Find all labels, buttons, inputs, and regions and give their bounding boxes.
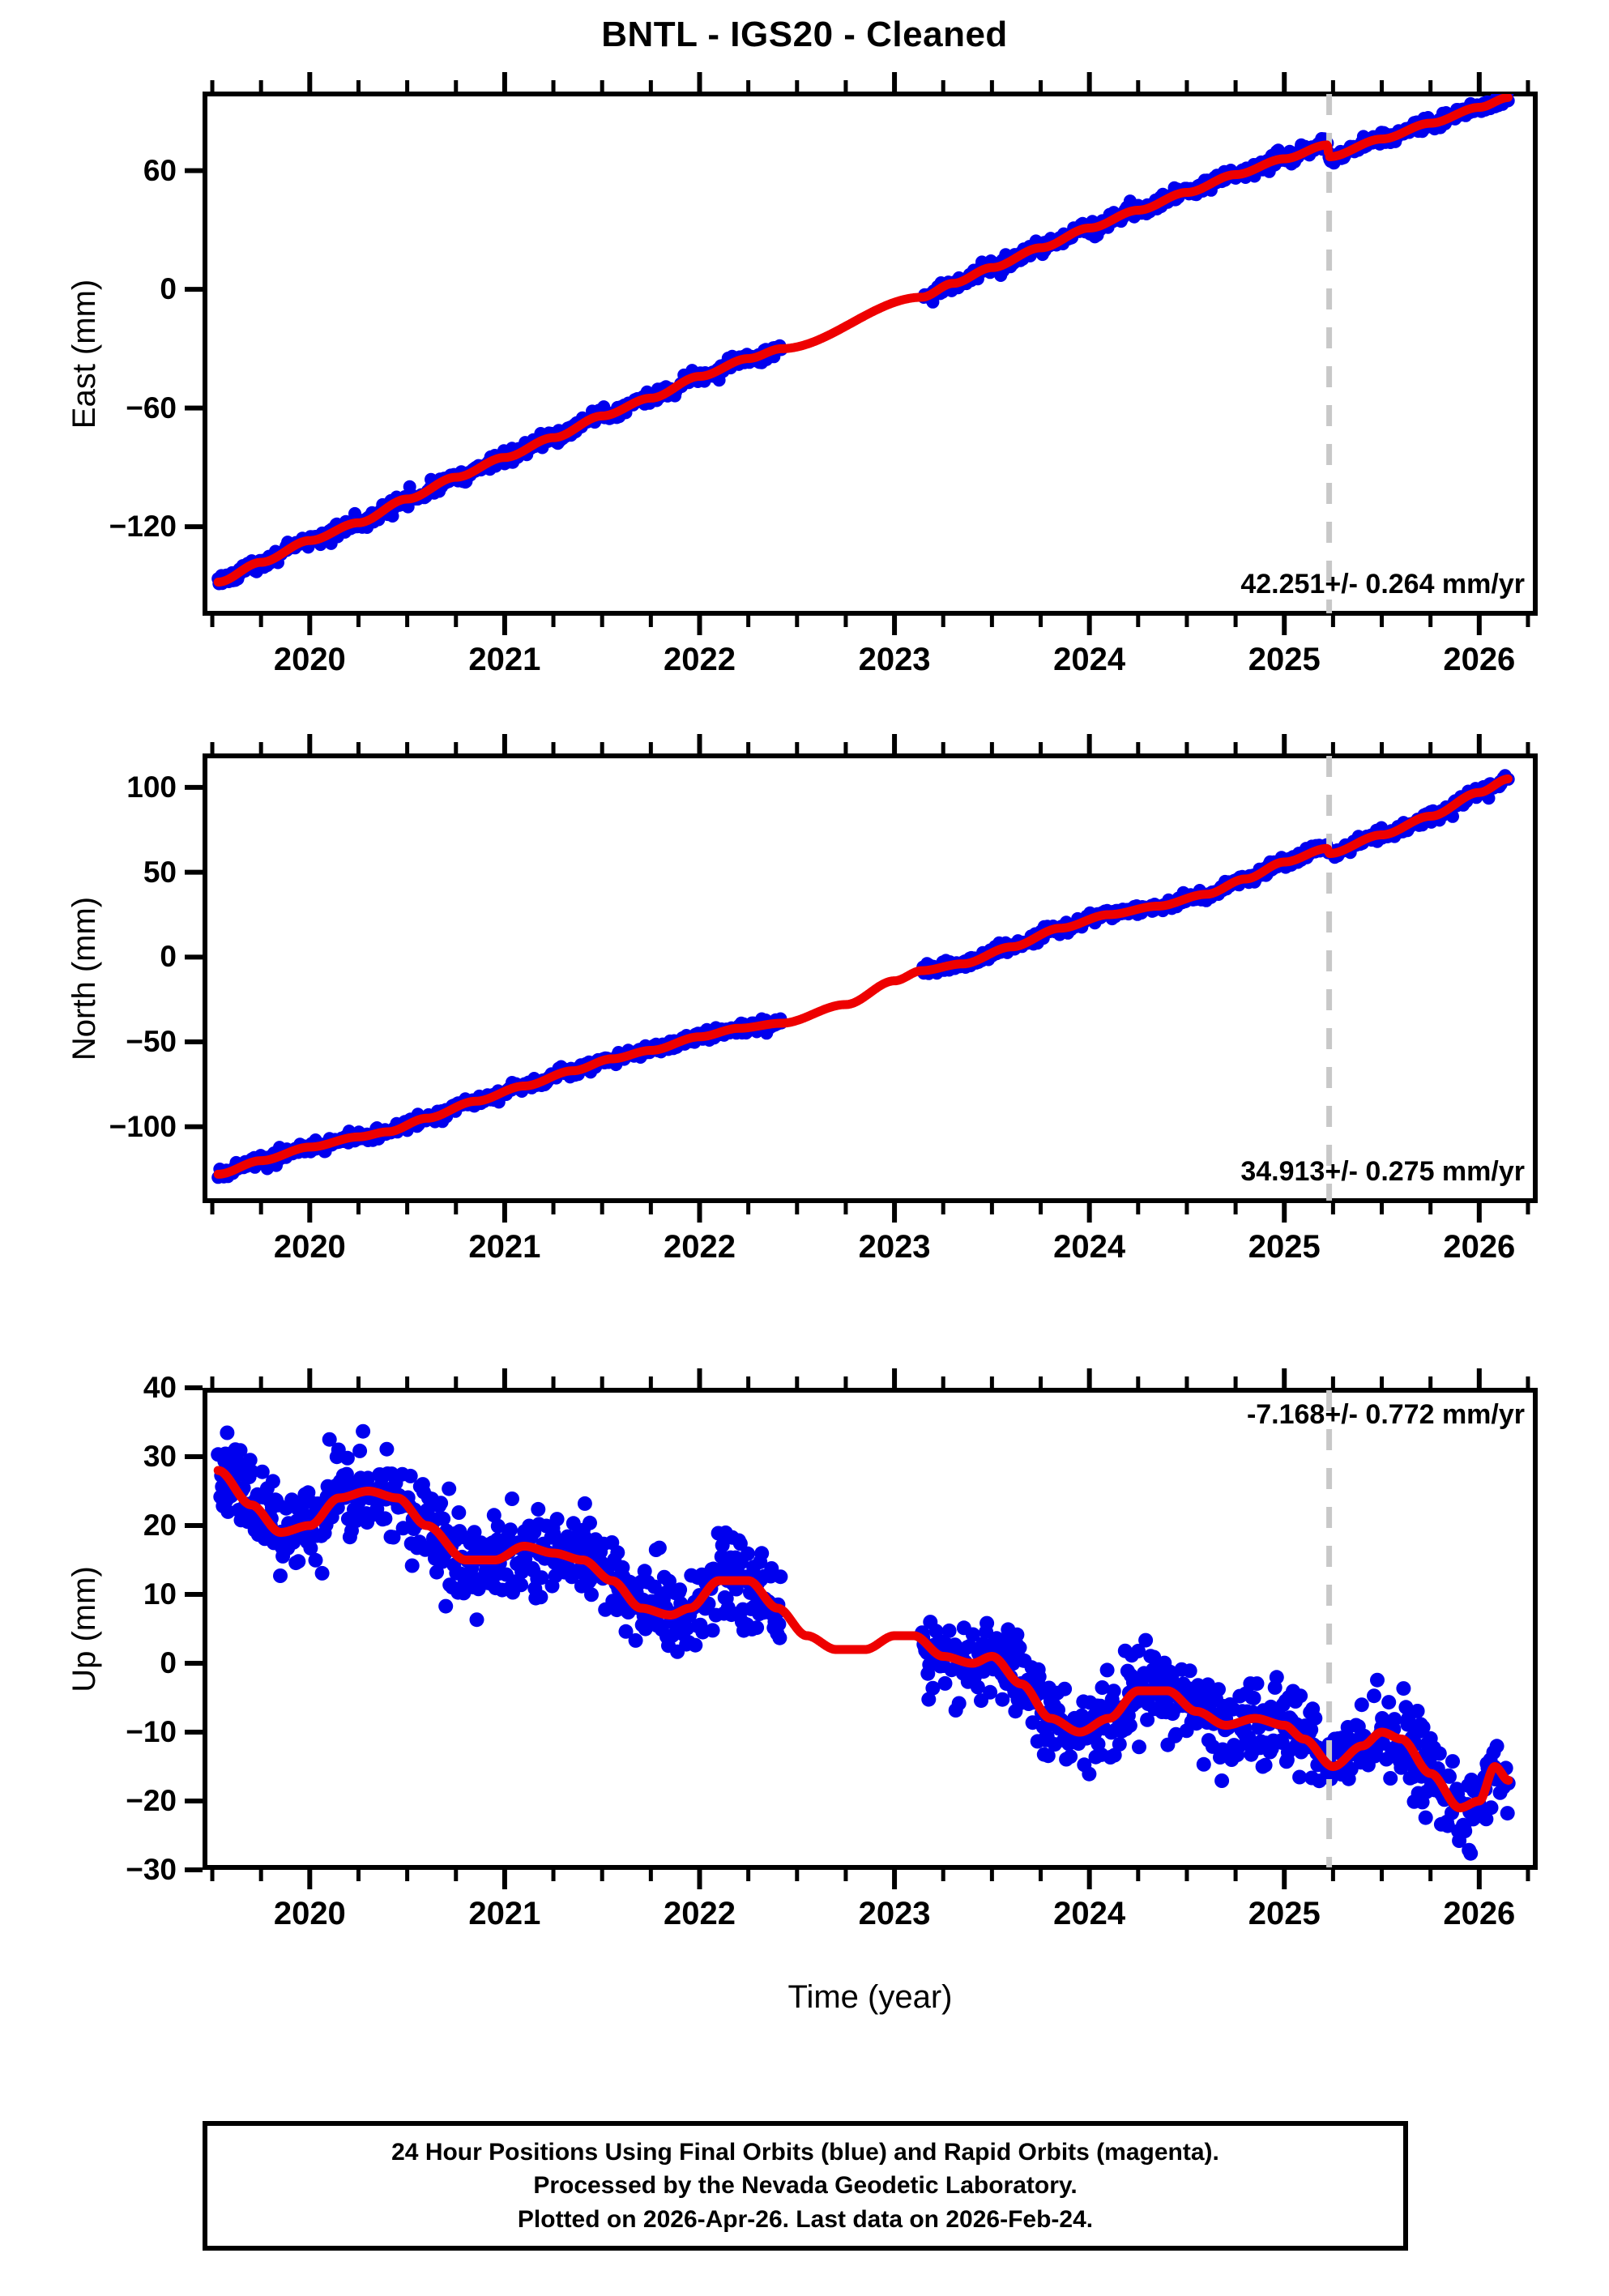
rate-label-east: 42.251+/- 0.264 mm/yr — [1240, 569, 1525, 600]
y-tick-label-up: 0 — [160, 1646, 177, 1679]
caption-line-2: Processed by the Nevada Geodetic Laborat… — [533, 2172, 1078, 2200]
rate-label-north: 34.913+/- 0.275 mm/yr — [1240, 1156, 1525, 1187]
panel-up: 40 30 20 10 0 −10 −20 −30 2020 2021 2022 2023 2024 20… — [0, 0, 1609, 1931]
x-tick-label-north: 2020 — [273, 1229, 346, 1265]
x-tick-label-north: 2021 — [468, 1229, 541, 1265]
x-tick-label-east: 2020 — [273, 642, 346, 677]
x-tick-label-north: 2026 — [1443, 1229, 1516, 1265]
caption-line-3: Plotted on 2026-Apr-26. Last data on 202… — [517, 2205, 1094, 2233]
caption-line-1: 24 Hour Positions Using Final Orbits (bl… — [391, 2138, 1219, 2166]
x-tick-label-up: 2026 — [1443, 1896, 1516, 1931]
x-tick-label-up: 2023 — [858, 1896, 931, 1931]
y-axis-label-up: Up (mm) — [66, 1565, 102, 1692]
x-tick-label-east: 2022 — [663, 642, 736, 677]
y-tick-label-up: −20 — [126, 1784, 177, 1817]
x-tick-label-north: 2022 — [663, 1229, 736, 1265]
x-tick-label-up: 2021 — [468, 1896, 541, 1931]
y-tick-label-up: −10 — [126, 1715, 177, 1748]
y-tick-label-up: 30 — [143, 1440, 177, 1473]
y-tick-label-north: −100 — [109, 1109, 177, 1143]
page-title: BNTL - IGS20 - Cleaned — [601, 15, 1008, 54]
y-tick-label-up: −30 — [126, 1853, 177, 1886]
y-axis-label-east: East (mm) — [66, 279, 102, 429]
y-tick-label-north: 100 — [126, 770, 177, 804]
y-tick-label-up: 20 — [143, 1509, 177, 1542]
y-tick-label-north: 50 — [143, 855, 177, 889]
x-axis-label: Time (year) — [787, 1979, 953, 2015]
x-tick-label-east: 2021 — [468, 642, 541, 677]
x-tick-label-up: 2022 — [663, 1896, 736, 1931]
y-tick-label-east: 60 — [143, 153, 177, 187]
x-tick-label-north: 2023 — [858, 1229, 931, 1265]
x-tick-label-east: 2025 — [1248, 642, 1321, 677]
x-tick-label-east: 2024 — [1053, 642, 1126, 677]
x-tick-label-north: 2024 — [1053, 1229, 1126, 1265]
plot-frame-up — [203, 1388, 1538, 1870]
y-tick-label-up: 10 — [143, 1577, 177, 1611]
y-tick-label-north: 0 — [160, 940, 177, 974]
x-tick-label-up: 2025 — [1248, 1896, 1321, 1931]
x-tick-label-up: 2024 — [1053, 1896, 1126, 1931]
y-axis-label-north: North (mm) — [66, 896, 102, 1061]
rate-label-up: -7.168+/- 0.772 mm/yr — [1246, 1399, 1525, 1430]
y-tick-label-east: −60 — [126, 390, 177, 425]
x-tick-label-up: 2020 — [273, 1896, 346, 1931]
y-tick-label-north: −50 — [126, 1025, 177, 1059]
x-tick-label-east: 2023 — [858, 642, 931, 677]
x-tick-label-east: 2026 — [1443, 642, 1516, 677]
plot-frame-east — [203, 92, 1538, 616]
plot-frame-north — [203, 753, 1538, 1203]
y-tick-label-east: 0 — [160, 272, 177, 306]
caption-box: 24 Hour Positions Using Final Orbits (bl… — [203, 2121, 1408, 2251]
y-tick-label-up: 40 — [143, 1371, 177, 1404]
x-tick-label-north: 2025 — [1248, 1229, 1321, 1265]
y-tick-label-east: −120 — [109, 510, 177, 544]
